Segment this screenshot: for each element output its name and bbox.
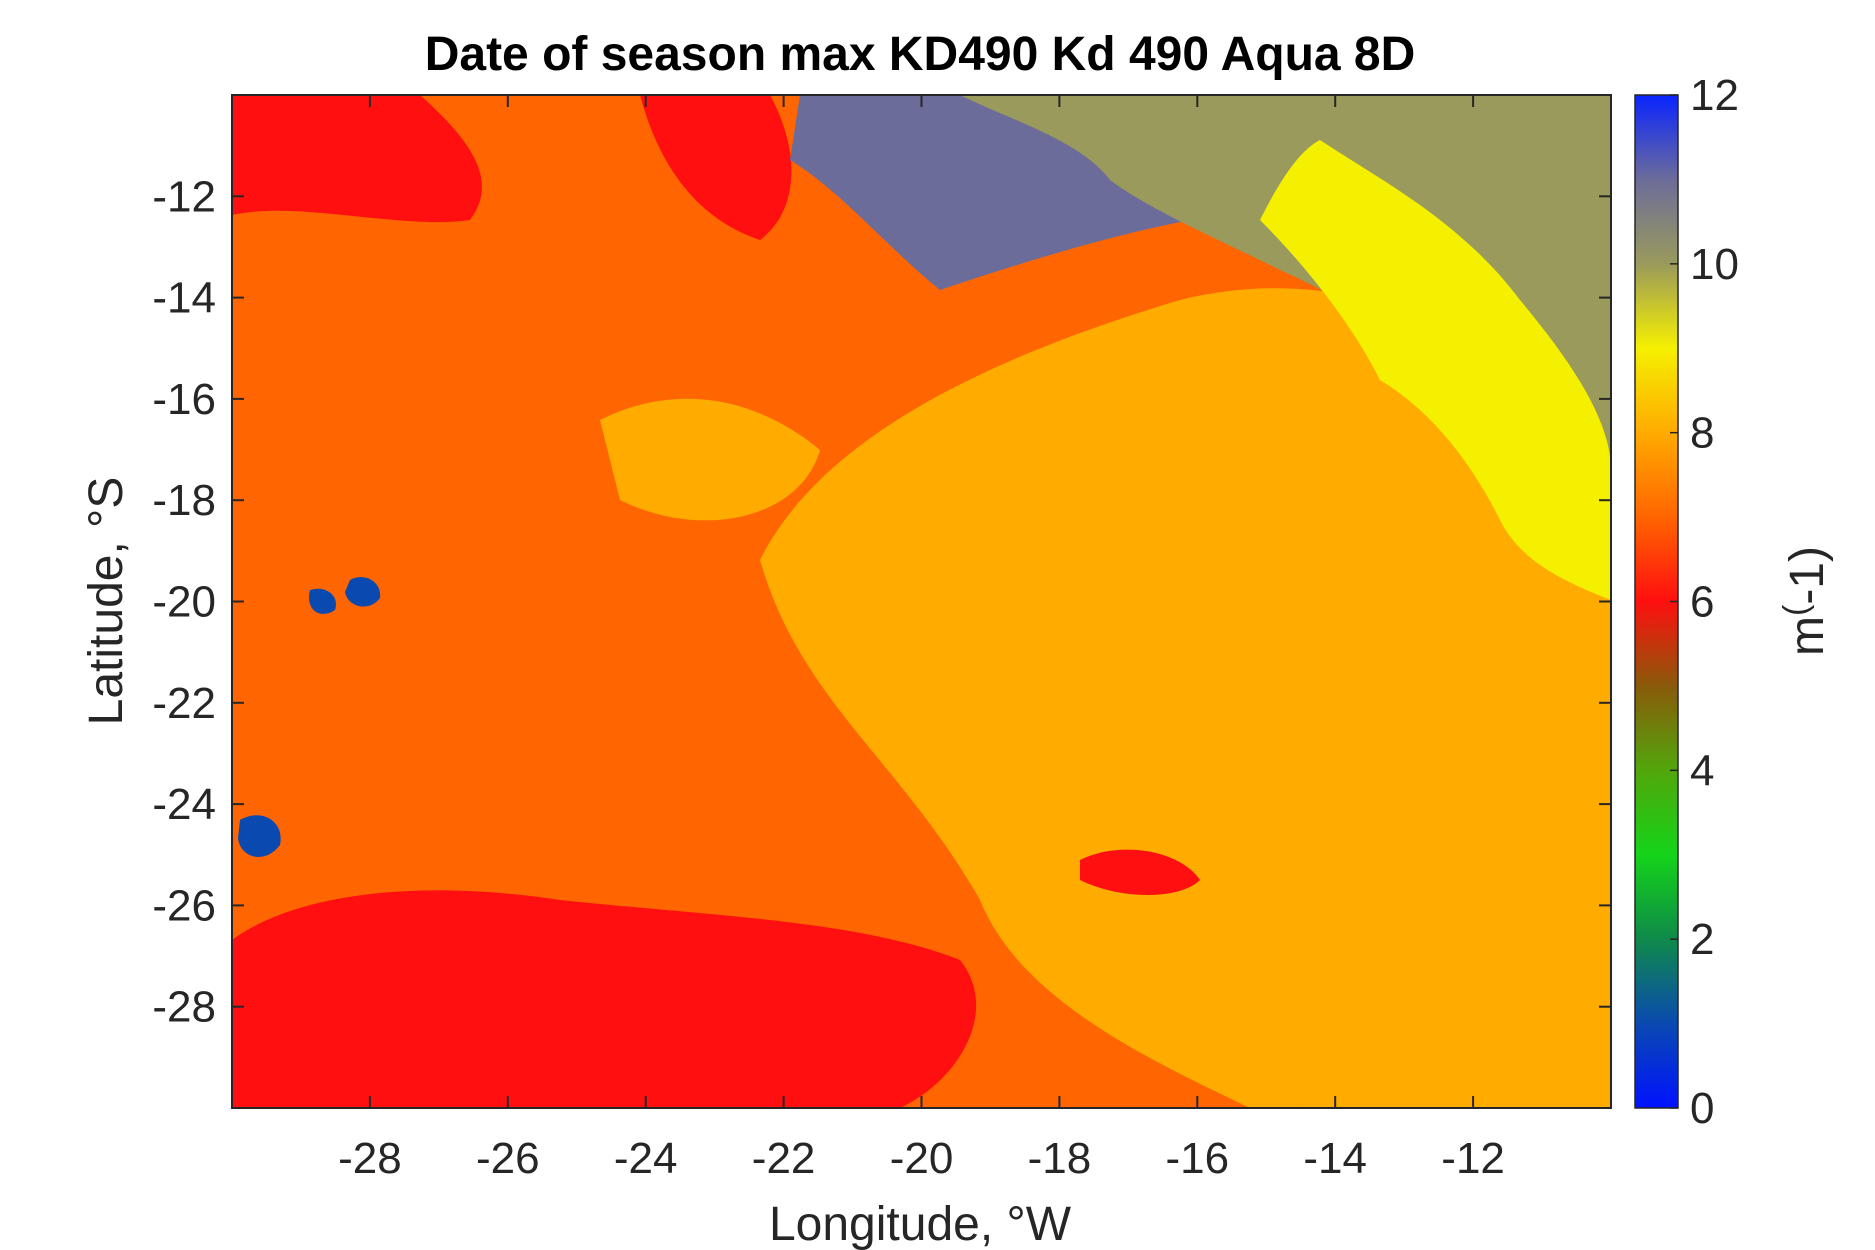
colorbar-tick-label: 12 [1690, 71, 1739, 120]
x-tick-label: -20 [890, 1134, 954, 1183]
region-value-1-2 [309, 588, 336, 614]
y-axis-label: Latitude, °S [80, 477, 133, 726]
x-tick-label: -14 [1303, 1134, 1367, 1183]
y-tick-label: -14 [152, 274, 216, 323]
x-tick-label: -26 [476, 1134, 540, 1183]
y-tick-label: -28 [152, 983, 216, 1032]
chart-title: Date of season max KD490 Kd 490 Aqua 8D [425, 28, 1416, 81]
x-tick-label: -12 [1441, 1134, 1505, 1183]
colorbar-tick-label: 2 [1690, 915, 1714, 964]
y-axis: -12 -14 -16 -18 -20 -22 -24 -26 -28 [152, 172, 1611, 1032]
x-tick-label: -22 [752, 1134, 816, 1183]
region-value-9-0 [1260, 140, 1611, 600]
region-value-8-2 [1200, 880, 1611, 1108]
y-tick-label: -16 [152, 375, 216, 424]
colorbar: 12 10 8 6 4 2 0 m(-1) [1634, 71, 1834, 1133]
region-value-6-0 [232, 890, 977, 1108]
colorbar-tick-label: 10 [1690, 240, 1739, 289]
colorbar-tick-label: 8 [1690, 409, 1714, 458]
colorbar-tick-label: 6 [1690, 578, 1714, 627]
region-value-1-0 [345, 577, 381, 607]
y-tick-label: -24 [152, 780, 216, 829]
x-axis: -28 -26 -24 -22 -20 -18 -16 -14 -12 [338, 95, 1505, 1183]
region-value-6-1 [232, 95, 482, 223]
region-value-8-1 [600, 398, 820, 521]
region-value-6-2 [640, 95, 792, 240]
colorbar-tick-label: 0 [1690, 1084, 1714, 1133]
colorbar-ticks: 12 10 8 6 4 2 0 [1670, 71, 1739, 1133]
region-value-6-3 [1080, 849, 1200, 895]
colorbar-tick-label: 4 [1690, 746, 1714, 795]
x-tick-label: -28 [338, 1134, 402, 1183]
map-field [232, 95, 1611, 1108]
x-tick-label: -24 [614, 1134, 678, 1183]
y-tick-label: -26 [152, 881, 216, 930]
x-axis-label: Longitude, °W [769, 1198, 1072, 1250]
y-tick-label: -18 [152, 476, 216, 525]
x-tick-label: -16 [1166, 1134, 1230, 1183]
region-value-1-1 [238, 815, 281, 857]
field-regions [232, 95, 1611, 1108]
colorbar-label: m(-1) [1777, 546, 1834, 656]
y-tick-label: -20 [152, 578, 216, 627]
y-tick-label: -12 [152, 172, 216, 221]
y-tick-label: -22 [152, 679, 216, 728]
x-tick-label: -18 [1028, 1134, 1092, 1183]
